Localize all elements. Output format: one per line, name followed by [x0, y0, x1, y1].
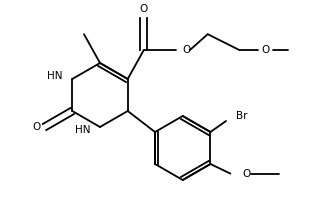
Text: O: O [140, 4, 148, 14]
Text: Br: Br [236, 111, 248, 121]
Text: O: O [261, 45, 270, 55]
Text: HN: HN [75, 125, 90, 135]
Text: O: O [242, 169, 251, 179]
Text: O: O [32, 122, 41, 132]
Text: O: O [183, 45, 191, 55]
Text: HN: HN [47, 71, 62, 81]
